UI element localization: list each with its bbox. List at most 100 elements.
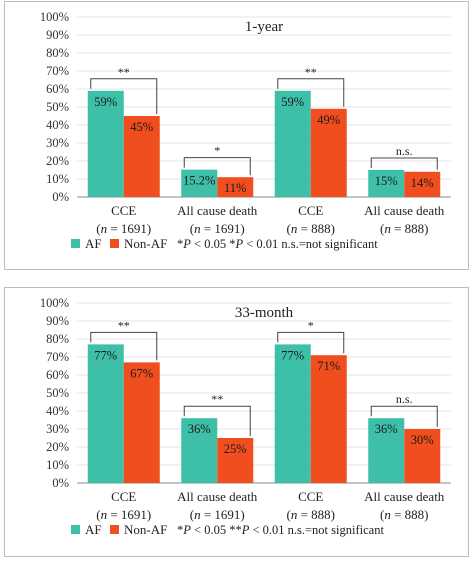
bar-af [368,418,405,483]
data-label-af: 77% [281,348,304,362]
y-tick-label: 10% [46,458,69,472]
bar-nonaf [123,116,160,197]
chart-title: 33-month [235,305,294,321]
y-tick-label: 50% [46,386,69,400]
y-tick-label: 90% [46,314,69,328]
chart-panel-33month: 0% 10% 20% 30% 40% 50% 60% 70% 80% 90% 100% 33-mont… [4,287,469,557]
data-label-nonaf: 14% [411,176,434,190]
x-category-sublabel: (n = 888) [380,221,429,236]
legend-swatch-af [71,239,80,248]
data-label-nonaf: 45% [130,120,153,134]
bar-af [87,90,124,197]
significance-mark: n.s. [396,392,413,406]
bar-nonaf [123,362,160,483]
y-tick-label: 0% [52,190,69,204]
x-category-label: CCE [298,489,323,504]
y-tick-label: 0% [52,476,69,490]
x-category-sublabel: (n = 888) [286,221,335,236]
significance-mark: * [214,144,220,158]
chart-panel-1year: 0% 10% 20% 30% 40% 50% 60% 70% 80% 90% 100% 1-year 5… [4,1,469,270]
legend-label-af: AF [85,236,102,251]
significance-mark: ** [211,392,223,406]
y-tick-label: 100% [40,296,69,310]
y-tick-label: 60% [46,82,69,96]
data-label-nonaf: 71% [317,359,340,373]
y-tick-label: 60% [46,368,69,382]
y-tick-label: 50% [46,100,69,114]
data-label-nonaf: 67% [130,366,153,380]
x-category-label: All cause death [177,489,258,504]
x-category-label: All cause death [177,203,258,218]
y-tick-label: 40% [46,404,69,418]
legend-label-nonaf: Non-AF [124,236,167,251]
data-label-af: 59% [94,95,117,109]
legend-label-af: AF [85,522,102,537]
legend-swatch-nonaf [110,525,119,534]
x-category-sublabel: (n = 1691) [96,507,151,522]
legend-significance-note: *P < 0.05 **P < 0.01 n.s.=not significan… [177,523,384,537]
x-category-sublabel: (n = 1691) [190,221,245,236]
x-category-label: CCE [111,203,136,218]
bar-af [181,169,218,197]
x-category-label: CCE [298,203,323,218]
y-tick-label: 70% [46,350,69,364]
x-category-sublabel: (n = 888) [380,507,429,522]
legend-swatch-nonaf [110,239,119,248]
legend-significance-note: *P < 0.05 *P < 0.01 n.s.=not significant [177,237,378,251]
data-label-af: 15.2% [183,174,215,188]
significance-bracket [90,331,158,361]
bar-af [87,344,124,483]
bar-af [181,418,218,483]
significance-bracket [277,331,345,354]
data-label-af: 77% [94,348,117,362]
data-label-nonaf: 25% [224,442,247,456]
x-category-sublabel: (n = 888) [286,507,335,522]
y-tick-label: 10% [46,172,69,186]
chart-33month: 0% 10% 20% 30% 40% 50% 60% 70% 80% 90% 100% 33-mont… [40,296,451,537]
chart-1year: 0% 10% 20% 30% 40% 50% 60% 70% 80% 90% 100% 1-year 5… [40,10,451,251]
bar-af [274,344,311,483]
legend-label-nonaf: Non-AF [124,522,167,537]
significance-bracket [183,405,251,436]
y-tick-label: 80% [46,332,69,346]
significance-bracket [277,78,345,107]
significance-mark: n.s. [396,144,413,158]
significance-bracket [183,157,251,176]
y-tick-label: 80% [46,46,69,60]
significance-mark: * [308,318,314,332]
y-tick-label: 30% [46,422,69,436]
bar-nonaf [404,429,441,483]
bar-nonaf [217,438,254,483]
bar-af [368,170,405,197]
y-tick-label: 70% [46,64,69,78]
y-tick-label: 20% [46,440,69,454]
x-category-sublabel: (n = 1691) [190,507,245,522]
significance-bracket [90,78,158,114]
x-category-label: All cause death [364,203,445,218]
x-category-label: All cause death [364,489,445,504]
y-tick-label: 90% [46,28,69,42]
y-tick-label: 40% [46,118,69,132]
bar-af [274,90,311,197]
bar-nonaf [310,108,347,197]
data-label-nonaf: 11% [224,181,246,195]
data-label-nonaf: 30% [411,433,434,447]
significance-bracket [370,157,438,170]
y-tick-label: 30% [46,136,69,150]
significance-mark: ** [118,318,130,332]
y-tick-label: 20% [46,154,69,168]
data-label-af: 36% [188,422,211,436]
significance-bracket [370,405,438,427]
x-category-sublabel: (n = 1691) [96,221,151,236]
chart-title: 1-year [245,19,283,35]
data-label-nonaf: 49% [317,113,340,127]
y-tick-label: 100% [40,10,69,24]
bar-nonaf [217,177,254,197]
legend-swatch-af [71,525,80,534]
data-label-af: 36% [375,422,398,436]
significance-mark: ** [118,65,130,79]
bar-nonaf [310,355,347,483]
significance-mark: ** [305,65,317,79]
data-label-af: 15% [375,174,398,188]
data-label-af: 59% [281,95,304,109]
